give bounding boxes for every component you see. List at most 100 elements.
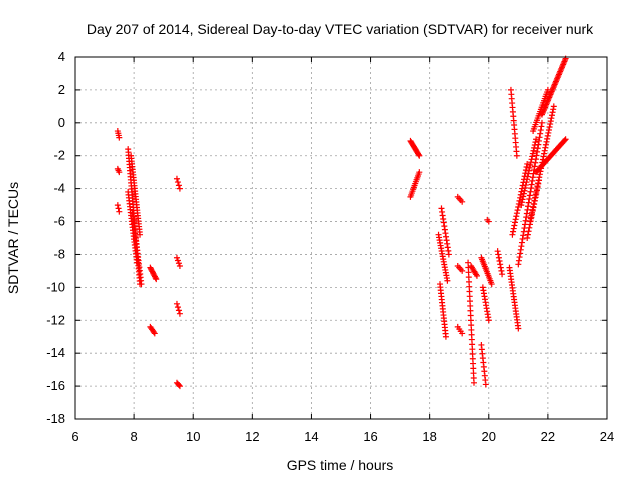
data-point bbox=[512, 216, 519, 223]
data-point bbox=[536, 171, 543, 178]
data-point bbox=[528, 181, 535, 188]
data-point bbox=[514, 207, 521, 214]
data-point bbox=[524, 160, 531, 167]
data-point bbox=[153, 276, 160, 283]
x-tick-label: 14 bbox=[304, 429, 318, 444]
y-tick-label: -2 bbox=[53, 148, 65, 163]
data-point bbox=[515, 325, 522, 332]
data-point bbox=[444, 277, 451, 284]
data-point bbox=[532, 139, 539, 146]
data-point bbox=[513, 213, 520, 220]
y-tick-label: -14 bbox=[46, 345, 65, 360]
data-point bbox=[175, 182, 182, 189]
data-point bbox=[535, 180, 542, 187]
data-point bbox=[523, 164, 530, 171]
data-point bbox=[527, 159, 534, 166]
chart-title: Day 207 of 2014, Sidereal Day-to-day VTE… bbox=[87, 21, 594, 37]
data-point bbox=[531, 144, 538, 151]
data-point bbox=[518, 202, 525, 209]
y-tick-label: 2 bbox=[58, 82, 65, 97]
data-point bbox=[176, 383, 183, 390]
data-point bbox=[544, 132, 551, 139]
data-point bbox=[175, 307, 182, 314]
data-point bbox=[538, 123, 545, 130]
data-point bbox=[442, 333, 449, 340]
y-tick-label: -4 bbox=[53, 181, 65, 196]
data-point bbox=[152, 274, 159, 281]
data-point bbox=[523, 179, 530, 186]
data-point bbox=[482, 381, 489, 388]
data-point bbox=[544, 86, 551, 93]
data-point bbox=[531, 197, 538, 204]
data-point bbox=[523, 210, 530, 217]
data-point bbox=[526, 221, 533, 228]
data-point bbox=[543, 138, 550, 145]
data-point bbox=[541, 147, 548, 154]
data-point bbox=[544, 135, 551, 142]
x-tick-label: 20 bbox=[482, 429, 496, 444]
data-point bbox=[529, 174, 536, 181]
data-point bbox=[531, 141, 538, 148]
data-point bbox=[150, 329, 157, 336]
data-point bbox=[151, 330, 158, 337]
grid bbox=[75, 57, 607, 419]
data-point bbox=[529, 150, 536, 157]
data-point bbox=[561, 137, 568, 144]
data-point bbox=[175, 381, 182, 388]
data-point bbox=[548, 112, 555, 119]
data-point bbox=[511, 222, 518, 229]
data-point bbox=[533, 152, 540, 159]
data-point bbox=[520, 193, 527, 200]
data-point bbox=[521, 187, 528, 194]
data-point bbox=[515, 261, 522, 268]
data-point bbox=[459, 198, 466, 205]
data-point bbox=[519, 196, 526, 203]
data-point bbox=[524, 235, 531, 241]
data-point bbox=[537, 127, 544, 134]
data-point bbox=[527, 162, 534, 169]
data-point bbox=[530, 147, 537, 154]
data-point bbox=[526, 224, 533, 231]
data-point bbox=[527, 188, 534, 195]
data-point bbox=[529, 177, 536, 184]
data-point bbox=[525, 228, 532, 235]
data-point bbox=[526, 196, 533, 203]
data-point bbox=[530, 204, 537, 211]
y-tick-label: -16 bbox=[46, 378, 65, 393]
data-point bbox=[497, 264, 504, 271]
data-point bbox=[523, 214, 530, 221]
data-point bbox=[534, 148, 541, 155]
data-point bbox=[510, 228, 517, 235]
x-tick-label: 22 bbox=[541, 429, 555, 444]
data-point bbox=[116, 208, 123, 215]
data-point bbox=[518, 243, 525, 250]
data-point bbox=[518, 239, 525, 246]
data-point bbox=[529, 211, 536, 218]
data-point bbox=[513, 210, 520, 217]
data-point bbox=[494, 248, 501, 255]
data-point bbox=[547, 121, 554, 128]
data-point bbox=[519, 235, 526, 242]
data-point bbox=[525, 203, 532, 210]
data-point bbox=[545, 129, 552, 136]
data-point bbox=[525, 167, 532, 174]
data-point bbox=[537, 130, 544, 137]
data-point bbox=[115, 205, 122, 212]
data-point bbox=[517, 246, 524, 253]
data-point bbox=[533, 187, 540, 194]
data-point bbox=[416, 169, 423, 176]
data-point bbox=[471, 379, 477, 386]
axis-ticks: 6 8 10 12 14 16 18 20 22 24-18-16-14-12-10-8-6-4-… bbox=[46, 49, 614, 444]
data-point bbox=[534, 184, 541, 191]
data-point bbox=[459, 330, 466, 337]
data-point bbox=[116, 134, 123, 141]
data-point bbox=[547, 118, 554, 125]
data-point bbox=[173, 254, 180, 261]
data-point bbox=[525, 170, 532, 177]
x-tick-label: 10 bbox=[186, 429, 200, 444]
data-point bbox=[524, 231, 531, 238]
y-tick-label: -12 bbox=[46, 312, 65, 327]
data-point bbox=[176, 185, 183, 192]
data-point bbox=[529, 207, 536, 214]
data-point bbox=[499, 271, 506, 278]
